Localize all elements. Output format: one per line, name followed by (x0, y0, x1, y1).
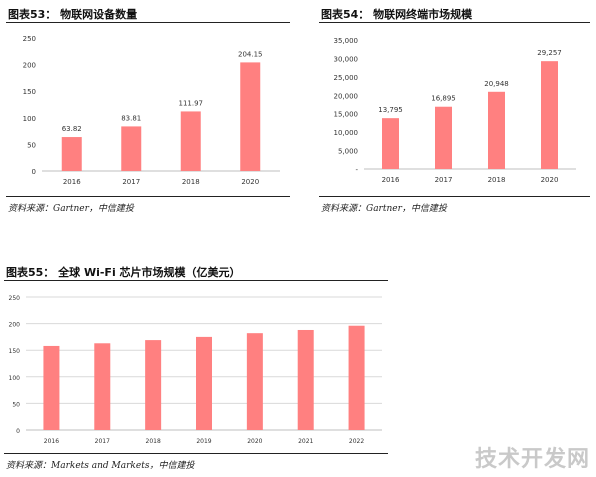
chart3-ytick-label: 150 (9, 348, 21, 355)
chart2-data-label: 13,795 (378, 106, 403, 114)
chart2-ytick-label: 35,000 (334, 37, 359, 45)
chart1-ytick-label: 200 (23, 62, 36, 70)
chart2-xtick-label: 2017 (435, 176, 453, 184)
chart2-ytick-label: 30,000 (334, 55, 359, 63)
chart3-bar (145, 340, 162, 430)
chart2-ytick-label: 25,000 (334, 74, 359, 82)
chart1-title: 图表53： 物联网设备数量 (8, 8, 138, 21)
chart2-ytick-label: 5,000 (338, 148, 358, 156)
chart3-xtick-label: 2019 (196, 438, 211, 445)
chart3-ytick-label: 200 (9, 322, 21, 329)
watermark-logo: 技术开发网 (474, 447, 590, 472)
chart2-xtick-label: 2016 (382, 176, 400, 184)
chart2-bar (382, 118, 399, 169)
chart2-data-label: 29,257 (537, 49, 562, 57)
chart3-xtick-label: 2021 (298, 438, 313, 445)
chart1-title-rule (6, 22, 290, 23)
chart1-data-label: 63.82 (62, 125, 82, 133)
chart3-xtick-label: 2018 (146, 438, 161, 445)
chart3-title-rule (4, 280, 388, 281)
chart2-svg: - 5,000 10,000 15,000 20,000 25,000 30,000 35,0… (334, 37, 576, 184)
chart3-bar (94, 343, 111, 430)
chart1-xtick-label: 2018 (182, 178, 200, 186)
chart2-ytick-label: 10,000 (334, 129, 359, 137)
chart3-bottom-rule (4, 453, 388, 454)
chart1-bar (240, 62, 261, 172)
chart3-svg: 0 50 100 150 200 250 2016 2017 2018 2019 2020 2021 2… (9, 295, 382, 445)
chart2-xtick-label: 2018 (488, 176, 506, 184)
chart1-data-label: 83.81 (121, 114, 141, 122)
chart3-ytick-label: 0 (16, 428, 20, 435)
chart2-bar (541, 61, 558, 170)
chart1-xtick-label: 2017 (122, 178, 140, 186)
chart2-ytick-label: 20,000 (334, 92, 359, 100)
chart3-bar (196, 336, 212, 430)
chart3-xtick-label: 2017 (95, 438, 110, 445)
chart3-xtick-label: 2016 (44, 438, 59, 445)
chart2-data-label: 16,895 (431, 95, 456, 103)
chart1-bottom-rule (6, 196, 290, 197)
chart2-source: 资料来源：Gartner，中信建投 (321, 204, 447, 214)
chart2-bar (435, 106, 452, 169)
chart3-bar (297, 329, 314, 430)
chart1-ytick-label: 150 (23, 88, 36, 96)
chart2-bottom-rule (319, 196, 590, 197)
chart2-title-rule (319, 22, 590, 23)
chart1-data-label: 204.15 (238, 50, 263, 58)
chart2-ytick-label: - (355, 166, 358, 174)
chart3-bar (348, 325, 365, 430)
chart1-svg: 0 50 100 150 200 250 63.82 2016 83.81 2017 111.97 2… (23, 35, 280, 186)
chart3-xtick-label: 2020 (247, 438, 262, 445)
chart1-data-label: 111.97 (179, 99, 204, 107)
chart2-data-label: 20,948 (484, 80, 509, 88)
chart3-source: 资料来源：Markets and Markets，中信建投 (6, 461, 195, 471)
chart3-ytick-label: 50 (12, 401, 20, 408)
chart2-bar (488, 91, 505, 169)
chart3-bar (246, 333, 263, 430)
chart1-bar (61, 137, 82, 171)
chart1-ytick-label: 50 (27, 141, 36, 149)
chart1-source: 资料来源：Gartner，中信建投 (8, 204, 134, 214)
chart3-xtick-label: 2022 (349, 438, 364, 445)
chart1-bar (121, 126, 142, 171)
chart1-ytick-label: 250 (23, 35, 36, 43)
chart1-ytick-label: 0 (32, 168, 36, 176)
chart2-xtick-label: 2020 (541, 176, 559, 184)
chart1-xtick-label: 2020 (241, 178, 259, 186)
chart3-ytick-label: 250 (9, 295, 21, 302)
chart3-ytick-label: 100 (9, 375, 21, 382)
chart1-bar (180, 111, 201, 171)
chart1-xtick-label: 2016 (63, 178, 81, 186)
chart2-ytick-label: 15,000 (334, 111, 359, 119)
chart2-title: 图表54： 物联网终端市场规模 (321, 8, 473, 21)
chart3-bar (43, 345, 60, 430)
chart3-title: 图表55： 全球 Wi-Fi 芯片市场规模（亿美元） (6, 266, 241, 279)
chart1-ytick-label: 100 (23, 115, 36, 123)
